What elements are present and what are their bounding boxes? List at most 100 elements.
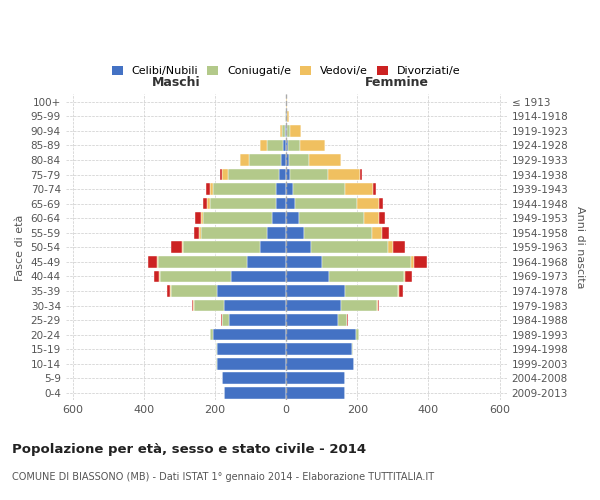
Text: COMUNE DI BIASSONO (MB) - Dati ISTAT 1° gennaio 2014 - Elaborazione TUTTITALIA.I: COMUNE DI BIASSONO (MB) - Dati ISTAT 1° … [12,472,434,482]
Bar [382,227,389,238]
Bar [231,270,286,282]
Bar [293,184,345,195]
Bar [286,140,288,151]
Bar [345,285,398,297]
Bar [201,227,266,238]
Bar [222,314,229,326]
Bar [354,358,355,370]
Bar [217,344,286,355]
Bar [216,358,217,370]
Bar [414,256,427,268]
Bar [286,198,295,209]
Bar [196,212,201,224]
Bar [280,125,281,136]
Bar [308,154,341,166]
Bar [285,125,286,136]
Bar [206,184,210,195]
Bar [227,168,279,180]
Bar [182,242,183,253]
Bar [406,270,412,282]
Bar [286,285,345,297]
Bar [364,212,379,224]
Bar [288,140,301,151]
Bar [210,198,275,209]
Bar [289,154,308,166]
Text: Popolazione per età, sesso e stato civile - 2014: Popolazione per età, sesso e stato civil… [12,442,366,456]
Bar [410,256,414,268]
Bar [341,300,377,312]
Bar [210,184,213,195]
Bar [286,256,322,268]
Bar [286,300,341,312]
Bar [221,314,222,326]
Y-axis label: Fasce di età: Fasce di età [15,214,25,280]
Bar [371,227,382,238]
Bar [224,387,286,398]
Bar [379,212,385,224]
Bar [286,372,345,384]
Bar [224,300,286,312]
Bar [286,212,299,224]
Bar [207,198,210,209]
Bar [286,344,352,355]
Bar [159,270,160,282]
Bar [192,300,193,312]
Bar [286,227,304,238]
Bar [287,110,289,122]
Bar [286,358,354,370]
Bar [347,314,348,326]
Bar [213,329,286,340]
Bar [286,314,338,326]
Bar [286,168,290,180]
Bar [194,227,199,238]
Bar [222,372,286,384]
Legend: Celibi/Nubili, Coniugati/e, Vedovi/e, Divorziati/e: Celibi/Nubili, Coniugati/e, Vedovi/e, Di… [106,60,466,82]
Bar [266,140,283,151]
Bar [311,242,388,253]
Bar [171,242,182,253]
Bar [266,227,286,238]
Bar [203,212,272,224]
Bar [301,140,325,151]
Bar [338,314,347,326]
Bar [275,184,286,195]
Bar [377,300,379,312]
Bar [393,242,406,253]
Bar [304,227,371,238]
Bar [329,270,404,282]
Text: Femmine: Femmine [364,76,428,88]
Bar [229,314,286,326]
Bar [213,184,275,195]
Bar [203,198,207,209]
Bar [286,387,345,398]
Bar [170,285,217,297]
Bar [328,168,360,180]
Bar [286,125,287,136]
Bar [285,110,286,122]
Bar [290,125,301,136]
Bar [160,270,231,282]
Bar [281,125,285,136]
Bar [388,242,393,253]
Bar [158,256,247,268]
Bar [373,184,376,195]
Bar [154,270,159,282]
Bar [345,184,373,195]
Bar [249,154,281,166]
Bar [247,256,286,268]
Bar [275,198,286,209]
Bar [286,154,289,166]
Bar [240,154,249,166]
Bar [183,242,260,253]
Bar [399,285,403,297]
Bar [157,256,158,268]
Bar [286,270,329,282]
Bar [295,198,358,209]
Bar [148,256,157,268]
Bar [404,270,406,282]
Bar [283,140,286,151]
Bar [352,344,353,355]
Bar [260,242,286,253]
Bar [290,168,328,180]
Bar [379,198,383,209]
